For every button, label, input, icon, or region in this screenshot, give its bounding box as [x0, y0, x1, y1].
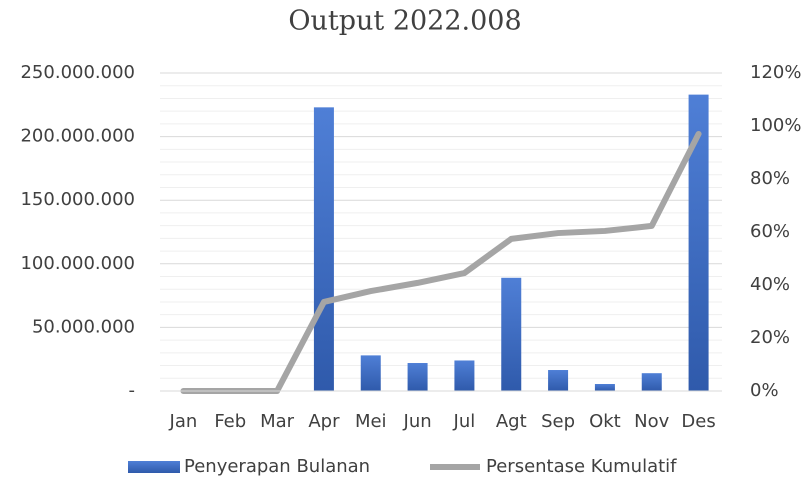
bar [454, 360, 475, 391]
bar [407, 363, 428, 391]
y2-tick-label: 120% [750, 62, 801, 83]
y2-tick-label: 80% [750, 168, 790, 189]
x-tick-label: Agt [496, 411, 527, 432]
y2-tick-label: 20% [750, 327, 790, 348]
y-tick-label: - [129, 380, 136, 401]
x-tick-label: Jun [403, 411, 432, 432]
x-tick-label: Okt [589, 411, 621, 432]
x-tick-label: Sep [541, 411, 575, 432]
chart-title: Output 2022.008 [288, 6, 521, 37]
x-tick-label: Nov [634, 411, 669, 432]
y-tick-label: 150.000.000 [20, 189, 135, 210]
y-tick-label: 50.000.000 [32, 316, 135, 337]
legend-label: Penyerapan Bulanan [184, 456, 370, 477]
bar [360, 355, 381, 391]
bar [501, 277, 522, 391]
bar [688, 94, 709, 392]
y2-tick-label: 0% [750, 380, 779, 401]
y2-tick-label: 100% [750, 115, 801, 136]
x-tick-label: Mei [355, 411, 387, 432]
x-tick-label: Des [681, 411, 715, 432]
x-tick-label: Feb [214, 411, 246, 432]
x-tick-label: Jul [453, 411, 476, 432]
y2-tick-label: 40% [750, 274, 790, 295]
x-tick-label: Apr [308, 411, 340, 432]
bar [594, 384, 615, 391]
bar [641, 373, 662, 391]
x-tick-label: Mar [260, 411, 295, 432]
legend-swatch [128, 461, 180, 473]
bar [313, 107, 334, 392]
legend-label: Persentase Kumulatif [486, 456, 677, 477]
y-tick-label: 200.000.000 [20, 126, 135, 147]
y-tick-label: 250.000.000 [20, 62, 135, 83]
bar [548, 370, 569, 391]
x-tick-label: Jan [169, 411, 198, 432]
y-tick-label: 100.000.000 [20, 253, 135, 274]
y2-tick-label: 60% [750, 221, 790, 242]
